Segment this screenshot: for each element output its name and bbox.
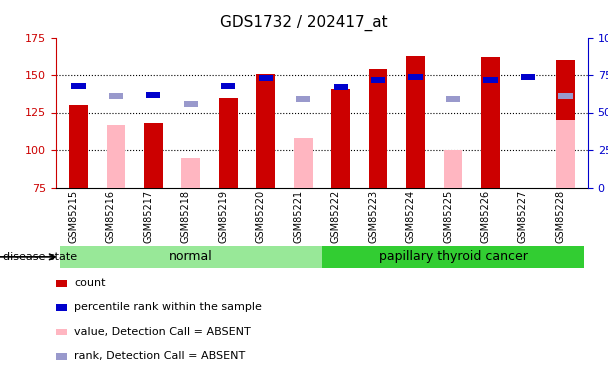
Text: GSM85217: GSM85217	[143, 190, 153, 243]
Text: GSM85222: GSM85222	[331, 190, 340, 243]
Bar	[558, 93, 573, 99]
Bar	[331, 88, 350, 188]
Text: GSM85219: GSM85219	[218, 190, 228, 243]
Bar	[369, 69, 387, 188]
Text: GSM85228: GSM85228	[556, 190, 565, 243]
Bar	[144, 123, 163, 188]
Text: GSM85218: GSM85218	[181, 190, 191, 243]
Text: GSM85221: GSM85221	[293, 190, 303, 243]
Text: GSM85226: GSM85226	[480, 190, 491, 243]
Text: value, Detection Call = ABSENT: value, Detection Call = ABSENT	[74, 327, 251, 337]
Text: GSM85224: GSM85224	[406, 190, 416, 243]
Bar	[409, 74, 423, 80]
Bar	[109, 93, 123, 99]
Bar	[219, 98, 238, 188]
Text: percentile rank within the sample: percentile rank within the sample	[74, 303, 262, 312]
Bar	[71, 82, 86, 88]
Text: disease state: disease state	[3, 252, 77, 262]
Bar	[556, 120, 575, 188]
Bar	[258, 75, 273, 81]
Bar	[322, 246, 584, 268]
Bar	[483, 76, 497, 82]
Text: GSM85227: GSM85227	[518, 190, 528, 243]
Bar	[296, 96, 310, 102]
Bar	[147, 92, 161, 98]
Text: GSM85225: GSM85225	[443, 190, 453, 243]
Text: GSM85223: GSM85223	[368, 190, 378, 243]
Bar	[481, 57, 500, 188]
Bar	[221, 82, 235, 88]
Bar	[334, 84, 348, 90]
Text: GDS1732 / 202417_at: GDS1732 / 202417_at	[220, 15, 388, 31]
Text: GSM85215: GSM85215	[69, 190, 78, 243]
Text: count: count	[74, 278, 106, 288]
Bar	[406, 56, 425, 188]
Bar	[69, 105, 88, 188]
Bar	[60, 246, 322, 268]
Text: GSM85216: GSM85216	[106, 190, 116, 243]
Bar	[181, 158, 200, 188]
Text: papillary thyroid cancer: papillary thyroid cancer	[379, 251, 528, 263]
Bar	[446, 96, 460, 102]
Bar	[294, 138, 313, 188]
Bar	[521, 74, 535, 80]
Bar	[371, 76, 385, 82]
Text: GSM85220: GSM85220	[256, 190, 266, 243]
Bar	[184, 100, 198, 106]
Text: rank, Detection Call = ABSENT: rank, Detection Call = ABSENT	[74, 351, 246, 361]
Bar	[556, 60, 575, 188]
Text: normal: normal	[169, 251, 213, 263]
Bar	[106, 124, 125, 188]
Bar	[257, 74, 275, 188]
Bar	[444, 150, 463, 188]
